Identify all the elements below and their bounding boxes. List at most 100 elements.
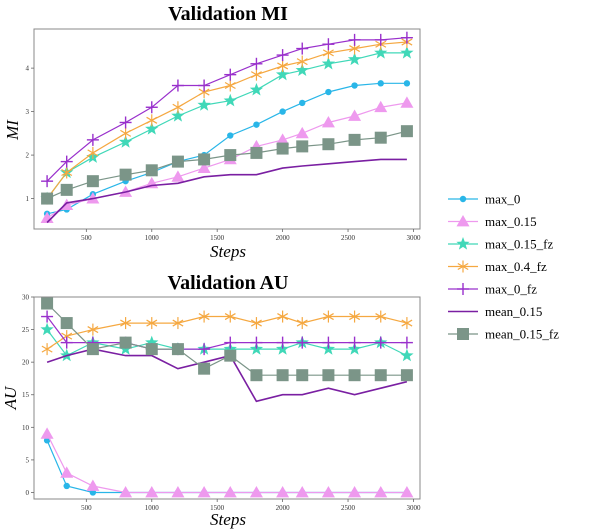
au-max-0-fz-point: [322, 336, 335, 349]
legend-label: max_0: [485, 192, 520, 207]
mi-max-0-15-point: [86, 192, 100, 204]
mi-ticks: 500 1000 1500 2000 2500 3000 1 2 3 4: [26, 65, 421, 242]
mi-mean-0-15-fz-point: [250, 146, 263, 159]
mi-series-mean-0-15: [46, 158, 407, 224]
au-mean-0-15-fz-point: [171, 343, 184, 356]
au-max-0-15-point: [197, 485, 211, 498]
mi-mean-0-15-fz-point: [322, 138, 335, 151]
mi-max-0-fz-point: [60, 155, 73, 168]
au-max-0-4-fz-point: [120, 317, 132, 330]
legend-item-max-0-15: max_0.15: [448, 214, 537, 229]
mi-max-0-15-point: [171, 170, 185, 182]
au-series-layer: [40, 297, 414, 498]
au-max-0-15-point: [60, 466, 74, 478]
legend-label: mean_0.15_fz: [485, 327, 559, 342]
mi-max-0-fz-point: [145, 101, 158, 114]
au-max-0-4-fz-point: [61, 330, 73, 343]
au-mean-0-15-fz-point: [374, 369, 387, 382]
au-mean-0-15-fz-point: [41, 297, 54, 310]
au-max-0-15-point: [374, 485, 388, 498]
legend-item-max-0-fz: max_0_fz: [448, 282, 537, 297]
mi-max-0-fz-point: [348, 33, 361, 46]
mi-mean-0-15-fz-point: [400, 125, 413, 138]
au-mean-0-15-fz-point: [224, 349, 237, 362]
au-chart-title: Validation AU: [168, 272, 289, 294]
au-max-0-15-point: [400, 485, 414, 498]
au-max-0-4-fz-point: [87, 323, 99, 336]
mi-max-0-15-fz-point: [321, 56, 336, 70]
au-max-0-15-line: [46, 433, 407, 494]
au-max-0-4-fz-point: [41, 343, 53, 356]
mi-max-0-fz-point: [41, 175, 54, 188]
au-y-tick-label: 0: [26, 489, 30, 497]
au-max-0-15-point: [348, 485, 362, 498]
au-plot-frame: [33, 296, 421, 500]
mi-series-mean-0-15-fz: [41, 125, 413, 205]
au-x-tick-label: 1000: [145, 504, 160, 512]
au-max-0-fz-point: [348, 336, 361, 349]
mi-max-0-point: [279, 108, 286, 115]
au-mean-0-15-fz-point: [276, 369, 289, 382]
mi-mean-0-15-fz-point: [119, 168, 132, 181]
mi-max-0-15-fz-point: [347, 52, 362, 66]
mi-mean-0-15-line: [46, 158, 407, 224]
mi-panel: Validation MI 500 1000 1500 2000 2500 3000 1 2 3…: [3, 3, 421, 261]
mi-max-0-4-fz-point: [250, 68, 262, 81]
legend-item-max-0: max_0: [448, 192, 520, 207]
au-max-0-fz-point: [276, 336, 289, 349]
au-max-0-point: [89, 489, 97, 496]
au-y-tick-label: 25: [22, 326, 30, 334]
au-y-tick-label: 15: [22, 391, 30, 399]
mi-max-0-fz-point: [86, 133, 99, 146]
au-max-0-15-fz-point: [40, 322, 54, 336]
au-mean-0-15-fz-point: [322, 369, 335, 382]
au-max-0-15-fz-point: [400, 348, 414, 362]
legend-swatch-marker: [456, 237, 470, 250]
au-series-max-0-4-fz: [41, 310, 413, 356]
au-max-0-4-fz-point: [296, 317, 308, 330]
mi-max-0-15-fz-point: [295, 63, 309, 76]
mi-series-max-0-fz: [41, 31, 413, 188]
mi-chart-title: Validation MI: [168, 3, 288, 25]
au-mean-0-15-fz-point: [86, 343, 99, 356]
au-max-0-15-point: [321, 485, 335, 498]
au-max-0-fz-point: [41, 310, 54, 323]
mi-mean-0-15-fz-point: [145, 164, 158, 177]
mi-max-0-15-fz-point: [249, 82, 264, 96]
mi-mean-0-15-fz-point: [171, 155, 184, 168]
au-max-0-fz-point: [400, 336, 413, 349]
au-max-0-fz-point: [198, 343, 211, 356]
au-y-axis-label: AU: [1, 385, 20, 410]
mi-mean-0-15-fz-point: [224, 149, 237, 162]
mi-max-0-15-fz-point: [118, 135, 133, 148]
mi-max-0-4-fz-point: [120, 127, 132, 140]
mi-max-0-point: [227, 132, 234, 139]
au-mean-0-15-fz-point: [400, 369, 413, 382]
legend-label: max_0.15_fz: [485, 237, 553, 252]
au-mean-0-15-fz-point: [60, 317, 73, 330]
mi-max-0-15-fz-point: [374, 45, 388, 59]
mi-max-0-4-fz-point: [277, 59, 289, 72]
au-max-0-4-fz-point: [375, 310, 387, 323]
mi-max-0-15-point: [348, 109, 362, 121]
au-max-0-4-fz-point: [322, 310, 334, 323]
au-x-tick-label: 1500: [210, 504, 225, 512]
au-max-0-4-fz-point: [172, 317, 184, 330]
mi-x-tick-label: 500: [81, 234, 92, 242]
mi-y-tick-label: 3: [26, 108, 30, 116]
mi-mean-0-15-fz-point: [41, 192, 54, 205]
mi-y-tick-label: 4: [26, 65, 30, 73]
legend: max_0 max_0.15 max_0.15_fz max_0.4_fz max_0_…: [448, 192, 559, 342]
mi-max-0-fz-point: [322, 38, 335, 51]
mi-max-0-fz-point: [296, 42, 309, 55]
au-mean-0-15-fz-point: [198, 362, 211, 375]
legend-label: max_0.15: [485, 214, 537, 229]
au-series-max-0-15: [40, 427, 414, 498]
mi-max-0-15-point: [374, 100, 388, 113]
mi-max-0-fz-point: [400, 31, 413, 44]
au-max-0-fz-point: [250, 336, 263, 349]
mi-mean-0-15-fz-point: [296, 140, 309, 153]
mi-max-0-15-fz-point: [400, 45, 414, 59]
mi-x-axis-label: Steps: [210, 242, 246, 261]
